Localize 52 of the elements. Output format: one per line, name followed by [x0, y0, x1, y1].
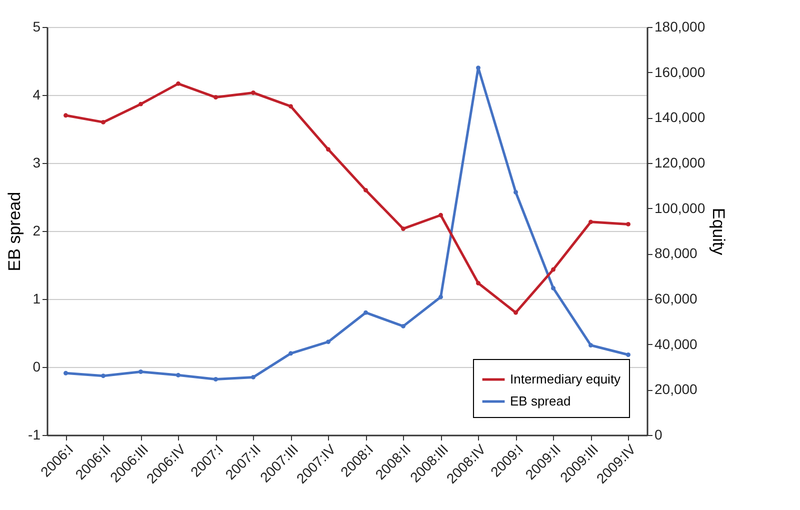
point [176, 81, 180, 86]
point [626, 222, 630, 226]
point [288, 104, 293, 109]
point [476, 280, 480, 286]
point [251, 90, 256, 95]
y-tick-label: 5 [32, 18, 41, 34]
y2-tick-label: 100,000 [654, 200, 706, 216]
y2-tick-label: 180,000 [654, 18, 706, 34]
point [176, 372, 180, 378]
y-tick-label: 3 [32, 154, 41, 170]
point [514, 190, 518, 194]
point [514, 310, 518, 315]
y2-tick-label: 120,000 [654, 154, 706, 170]
point [588, 220, 593, 224]
point [438, 212, 443, 218]
point [101, 374, 106, 378]
point [101, 120, 106, 124]
y-tick-label: -1 [28, 426, 41, 442]
y2-tick-label: 140,000 [654, 109, 706, 126]
legend-label: EB spread [510, 394, 571, 408]
y-tick-label: 1 [32, 290, 41, 306]
point [401, 324, 406, 328]
y-tick-label: 0 [32, 358, 41, 374]
point [64, 370, 68, 376]
y2-tick-label: 20,000 [654, 381, 698, 398]
point [438, 294, 443, 300]
point [364, 188, 368, 192]
y2-tick-label: 160,000 [654, 64, 706, 80]
point [64, 113, 68, 118]
y-tick-label: 2 [32, 222, 41, 238]
point [551, 286, 556, 290]
point [401, 226, 406, 231]
y-tick-label: 4 [32, 86, 41, 102]
point [626, 352, 630, 357]
point [251, 374, 256, 380]
y2-tick-label: 80,000 [654, 245, 698, 262]
y2-tick-label: 40,000 [654, 336, 698, 352]
y2-tick-label: 0 [654, 426, 662, 442]
point [326, 147, 330, 152]
y2-tick-label: 60,000 [654, 290, 698, 306]
y2-axis-title: Equity [709, 208, 728, 256]
point [214, 377, 218, 382]
point [214, 95, 218, 100]
point [364, 310, 368, 315]
point [326, 340, 330, 344]
point [588, 343, 593, 348]
point [138, 370, 143, 374]
y-axis-title: EB spread [5, 192, 24, 272]
point [138, 102, 143, 106]
point [551, 267, 556, 272]
point [288, 351, 293, 356]
legend-label: Intermediary equity [510, 372, 622, 386]
